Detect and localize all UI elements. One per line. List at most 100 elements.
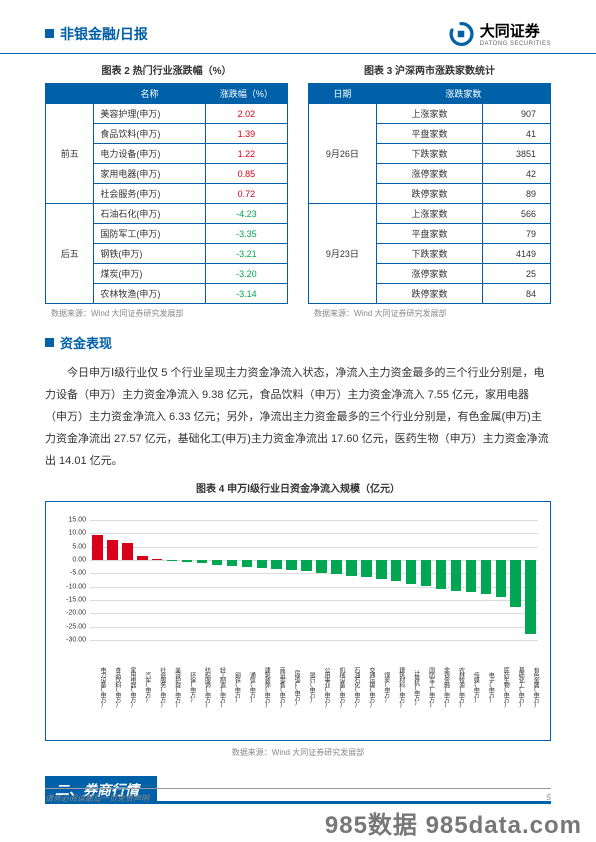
table2-name-cell: 煤炭(申万) bbox=[94, 264, 205, 284]
table3-value-cell: 79 bbox=[483, 224, 551, 244]
table2-h1: 名称 bbox=[94, 84, 205, 104]
chart4-bar bbox=[510, 560, 520, 607]
table3-date-label: 9月26日 bbox=[309, 104, 377, 204]
chart4-bar bbox=[466, 560, 476, 592]
chart4-bar-slot bbox=[449, 520, 464, 640]
page-header: 非银金融/日报 大同证券 DATONG SECURITIES bbox=[0, 0, 596, 54]
chart4-bar-slot bbox=[419, 520, 434, 640]
chart4-bar-slot bbox=[105, 520, 120, 640]
chart4-bar bbox=[137, 556, 147, 560]
chart4-xlabel: 钢铁(申万) bbox=[224, 642, 239, 732]
company-logo-block: 大同证券 DATONG SECURITIES bbox=[448, 20, 551, 47]
chart4-xaxis: 电力设备(申万)食品饮料(申万)家用电器(申万)汽车(申万)社会服务(申万)美容… bbox=[90, 642, 538, 732]
header-category: 非银金融/日报 bbox=[45, 24, 148, 44]
table3-name-cell: 涨停家数 bbox=[376, 264, 482, 284]
table3-value-cell: 89 bbox=[483, 184, 551, 204]
chart4-bar bbox=[376, 560, 386, 579]
table3-block: 图表 3 沪深两市涨跌家数统计 日期 涨跌家数 9月26日上涨家数907平盘家数… bbox=[308, 62, 551, 319]
chart4-bar-slot bbox=[180, 520, 195, 640]
chart4-bar-slot bbox=[329, 520, 344, 640]
table2-name-cell: 农林牧渔(申万) bbox=[94, 284, 205, 304]
section-funds-header: 资金表现 bbox=[45, 333, 551, 352]
table2-group-label: 后五 bbox=[46, 204, 94, 304]
chart4-bar bbox=[451, 560, 461, 591]
chart4-bar bbox=[227, 560, 237, 566]
chart4-xlabel: 美容护理(申万) bbox=[165, 642, 180, 732]
chart4-xlabel: 农林牧渔(申万) bbox=[449, 642, 464, 732]
table3-name-cell: 跌停家数 bbox=[376, 184, 482, 204]
table3-value-cell: 41 bbox=[483, 124, 551, 144]
chart4-ytick: 5.00 bbox=[72, 543, 86, 550]
table2-name-cell: 电力设备(申万) bbox=[94, 144, 205, 164]
chart4-bar-slot bbox=[344, 520, 359, 640]
table3-h1: 涨跌家数 bbox=[376, 84, 550, 104]
chart4-xlabel: 汽车(申万) bbox=[135, 642, 150, 732]
chart4-xlabel: 通信(申万) bbox=[239, 642, 254, 732]
chart4-ytick: -30.00 bbox=[66, 637, 86, 644]
table3-name-cell: 下跌家数 bbox=[376, 144, 482, 164]
chart4-xlabel: 基础化工(申万) bbox=[508, 642, 523, 732]
table3-h0: 日期 bbox=[309, 84, 377, 104]
table-row: 前五美容护理(申万)2.02 bbox=[46, 104, 288, 124]
chart4-bar-slot bbox=[150, 520, 165, 640]
chart4-xlabel: 电力设备(申万) bbox=[90, 642, 105, 732]
table3: 日期 涨跌家数 9月26日上涨家数907平盘家数41下跌家数3851涨停家数42… bbox=[308, 83, 551, 304]
chart4-xlabel: 食品饮料(申万) bbox=[105, 642, 120, 732]
chart4-bar bbox=[257, 560, 267, 568]
chart4-ytick: 0.00 bbox=[72, 557, 86, 564]
table2-group-label: 前五 bbox=[46, 104, 94, 204]
chart4-xlabel: 国防军工(申万) bbox=[419, 642, 434, 732]
chart4-xlabel: 电子(申万) bbox=[478, 642, 493, 732]
table3-name-cell: 下跌家数 bbox=[376, 244, 482, 264]
section-funds-title: 资金表现 bbox=[60, 333, 112, 352]
chart4-bar bbox=[242, 560, 252, 567]
chart4-bar bbox=[301, 560, 311, 571]
table2-value-cell: -3.21 bbox=[205, 244, 287, 264]
chart4-bar bbox=[331, 560, 341, 574]
table2-name-cell: 国防军工(申万) bbox=[94, 224, 205, 244]
chart4-bar-slot bbox=[404, 520, 419, 640]
table3-value-cell: 907 bbox=[483, 104, 551, 124]
table2-value-cell: -3.14 bbox=[205, 284, 287, 304]
chart4-bar bbox=[406, 560, 416, 584]
chart4-xlabel: 传媒(申万) bbox=[463, 642, 478, 732]
chart4-bar bbox=[197, 560, 207, 563]
table3-name-cell: 涨停家数 bbox=[376, 164, 482, 184]
chart4-bar bbox=[107, 540, 117, 560]
chart4-ytick: -20.00 bbox=[66, 610, 86, 617]
chart4-bar bbox=[436, 560, 446, 589]
chart4-xlabel: 公用事业(申万) bbox=[314, 642, 329, 732]
tables-row: 图表 2 热门行业涨跌幅（%） 名称 涨跌幅（%） 前五美容护理(申万)2.02… bbox=[45, 62, 551, 319]
chart4-bar-slot bbox=[254, 520, 269, 640]
chart4-bar-slot bbox=[299, 520, 314, 640]
chart4-bar bbox=[212, 560, 222, 565]
table2-source: 数据来源：Wind 大同证券研究发展部 bbox=[51, 308, 288, 319]
chart4-box: 15.0010.005.000.00-5.00-10.00-15.00-20.0… bbox=[45, 501, 551, 741]
chart4-bar bbox=[92, 535, 102, 560]
page-footer: 请务必阅读最后一页免责声明 5 bbox=[45, 788, 551, 804]
chart4-xlabel: 房地产(申万) bbox=[284, 642, 299, 732]
table2-name-cell: 家用电器(申万) bbox=[94, 164, 205, 184]
watermark: 985数据 985data.com bbox=[325, 805, 582, 840]
chart4-gridline bbox=[90, 640, 538, 641]
company-name-cn: 大同证券 bbox=[480, 20, 551, 41]
chart4-xlabel: 交通运输(申万) bbox=[359, 642, 374, 732]
table2-value-cell: 2.02 bbox=[205, 104, 287, 124]
body-paragraph: 今日申万Ⅰ级行业仅 5 个行业呈现主力资金净流入状态，净流入主力资金最多的三个行… bbox=[45, 362, 551, 472]
chart4-xlabel: 非银金融(申万) bbox=[434, 642, 449, 732]
table3-value-cell: 4149 bbox=[483, 244, 551, 264]
chart4-bar-slot bbox=[523, 520, 538, 640]
chart4-bar bbox=[346, 560, 356, 576]
chart4-bar bbox=[182, 560, 192, 562]
chart4-bar-slot bbox=[269, 520, 284, 640]
chart4-bar-slot bbox=[284, 520, 299, 640]
table2-name-cell: 美容护理(申万) bbox=[94, 104, 205, 124]
chart4-ytick: -15.00 bbox=[66, 597, 86, 604]
chart4-xlabel: 轻工制造(申万) bbox=[210, 642, 225, 732]
chart4-ytick: -5.00 bbox=[70, 570, 86, 577]
chart4-bar-slot bbox=[90, 520, 105, 640]
table2-value-cell: -3.35 bbox=[205, 224, 287, 244]
table-row: 9月26日上涨家数907 bbox=[309, 104, 551, 124]
table3-name-cell: 平盘家数 bbox=[376, 124, 482, 144]
chart4-ytick: 15.00 bbox=[68, 517, 86, 524]
